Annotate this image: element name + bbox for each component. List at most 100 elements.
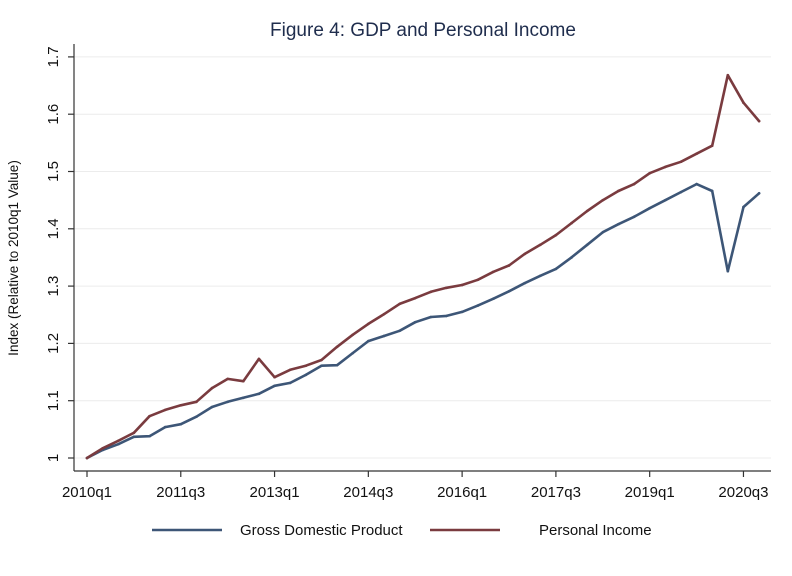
- data-point-gross-domestic-product: [226, 400, 229, 404]
- y-tick-label: 1.4: [45, 218, 62, 239]
- data-point-gross-domestic-product: [664, 198, 667, 202]
- data-point-personal-income: [273, 375, 276, 379]
- data-point-gross-domestic-product: [679, 190, 683, 194]
- data-point-gross-domestic-product: [617, 222, 620, 226]
- data-point-personal-income: [163, 408, 167, 412]
- data-point-gross-domestic-product: [257, 392, 261, 396]
- data-point-gross-domestic-product: [320, 364, 323, 368]
- data-point-personal-income: [679, 160, 683, 164]
- data-point-personal-income: [148, 414, 151, 418]
- y-tick-label: 1.6: [45, 104, 62, 125]
- data-point-personal-income: [538, 243, 542, 247]
- data-point-gross-domestic-product: [210, 405, 214, 409]
- x-tick-label: 2019q1: [625, 484, 675, 501]
- data-point-gross-domestic-product: [507, 289, 511, 293]
- data-point-personal-income: [351, 333, 355, 337]
- data-point-personal-income: [648, 171, 651, 175]
- data-point-personal-income: [179, 403, 183, 407]
- data-point-personal-income: [585, 209, 589, 213]
- legend-label-personal-income: Personal Income: [539, 522, 652, 539]
- data-point-personal-income: [570, 221, 573, 225]
- data-point-gross-domestic-product: [398, 329, 401, 333]
- legend-label-gross-domestic-product: Gross Domestic Product: [240, 522, 403, 539]
- data-point-personal-income: [429, 290, 433, 294]
- data-point-gross-domestic-product: [288, 381, 292, 385]
- data-point-gross-domestic-product: [116, 442, 120, 446]
- data-point-gross-domestic-product: [460, 310, 464, 314]
- data-point-personal-income: [726, 73, 730, 77]
- data-point-personal-income: [226, 377, 229, 381]
- data-point-gross-domestic-product: [132, 435, 136, 439]
- data-point-personal-income: [398, 302, 401, 306]
- data-point-personal-income: [476, 278, 480, 282]
- series-lines: [85, 73, 761, 460]
- data-point-gross-domestic-product: [757, 191, 761, 195]
- data-point-gross-domestic-product: [632, 215, 636, 219]
- data-point-gross-domestic-product: [163, 425, 167, 429]
- data-point-personal-income: [413, 296, 417, 300]
- data-point-gross-domestic-product: [382, 334, 386, 338]
- data-point-personal-income: [460, 283, 464, 287]
- data-point-gross-domestic-product: [304, 373, 308, 377]
- data-point-personal-income: [507, 264, 511, 267]
- data-point-personal-income: [242, 379, 245, 383]
- y-tick-label: 1.5: [45, 161, 62, 182]
- x-tick-label: 2017q3: [531, 484, 581, 501]
- axes: 1 1.1 1.2 1.3 1.4 1.5 1.6 1.7 2010q1 2011q3 2013q1…: [45, 44, 771, 501]
- data-point-gross-domestic-product: [710, 189, 714, 193]
- data-point-personal-income: [523, 252, 526, 256]
- x-tick-label: 2016q1: [437, 484, 487, 501]
- chart-title: Figure 4: GDP and Personal Income: [270, 20, 576, 41]
- data-point-gross-domestic-product: [726, 269, 730, 273]
- data-point-personal-income: [742, 101, 745, 105]
- data-point-personal-income: [116, 439, 120, 443]
- data-point-personal-income: [601, 198, 605, 202]
- data-point-personal-income: [367, 322, 370, 326]
- data-point-gross-domestic-product: [585, 243, 589, 247]
- x-tick-label: 2014q3: [343, 484, 393, 501]
- data-point-gross-domestic-product: [476, 304, 480, 307]
- data-point-personal-income: [664, 165, 667, 169]
- x-tick-label: 2010q1: [62, 484, 112, 501]
- data-point-gross-domestic-product: [523, 281, 526, 285]
- data-point-personal-income: [382, 312, 386, 316]
- data-point-gross-domestic-product: [351, 351, 355, 355]
- data-point-gross-domestic-product: [413, 320, 417, 324]
- data-point-gross-domestic-product: [492, 297, 495, 301]
- series-line-personal-income: [85, 73, 761, 460]
- data-point-personal-income: [710, 144, 714, 148]
- data-point-gross-domestic-product: [695, 182, 698, 186]
- data-point-personal-income: [695, 152, 698, 156]
- data-point-personal-income: [492, 270, 495, 274]
- data-point-personal-income: [304, 364, 308, 368]
- data-point-gross-domestic-product: [554, 267, 558, 271]
- data-point-gross-domestic-product: [601, 230, 605, 234]
- data-point-gross-domestic-product: [367, 339, 370, 343]
- data-point-gross-domestic-product: [148, 434, 151, 438]
- y-tick-label: 1: [45, 454, 62, 462]
- data-point-personal-income: [85, 456, 89, 460]
- data-point-personal-income: [554, 233, 558, 237]
- data-point-gross-domestic-product: [179, 422, 183, 426]
- data-point-gross-domestic-product: [273, 384, 276, 388]
- y-tick-label: 1.2: [45, 333, 62, 354]
- legend: Gross Domestic Product Personal Income: [152, 522, 652, 539]
- data-point-personal-income: [132, 431, 136, 435]
- data-point-personal-income: [320, 358, 323, 362]
- data-point-gross-domestic-product: [429, 315, 433, 319]
- data-point-gross-domestic-product: [195, 415, 198, 419]
- data-point-gross-domestic-product: [538, 274, 542, 278]
- data-point-gross-domestic-product: [445, 314, 448, 318]
- y-axis-title: Index (Relative to 2010q1 Value): [6, 160, 21, 356]
- data-point-gross-domestic-product: [648, 206, 651, 210]
- y-tick-label: 1.3: [45, 276, 62, 297]
- gridlines: [74, 56, 771, 459]
- data-point-personal-income: [757, 119, 761, 123]
- data-point-personal-income: [445, 286, 448, 290]
- x-tick-label: 2020q3: [718, 484, 768, 501]
- data-point-personal-income: [632, 182, 636, 186]
- data-point-gross-domestic-product: [335, 363, 339, 367]
- data-point-gross-domestic-product: [242, 396, 245, 400]
- data-point-personal-income: [288, 368, 292, 372]
